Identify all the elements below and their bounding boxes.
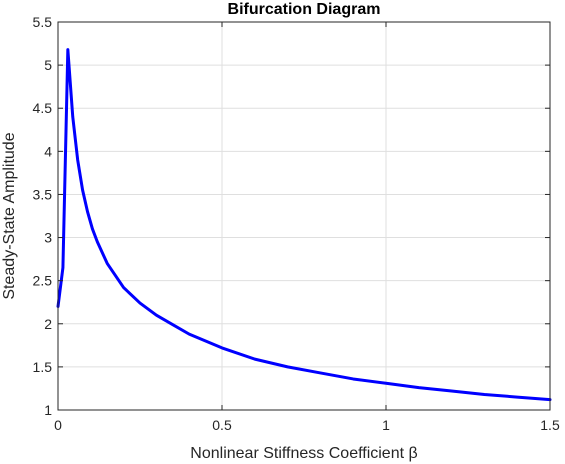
- plot-area: [58, 22, 550, 410]
- y-tick-label: 2: [44, 316, 52, 332]
- y-tick-label: 4: [44, 143, 52, 159]
- x-tick-label: 1: [382, 417, 390, 433]
- y-tick-label: 1.5: [33, 359, 53, 375]
- x-tick-label: 0.5: [212, 417, 232, 433]
- y-tick-label: 4.5: [33, 100, 53, 116]
- series-line: [56, 48, 552, 402]
- x-tick-label: 1.5: [540, 417, 560, 433]
- y-tick-label: 2.5: [33, 273, 53, 289]
- x-tick-label: 0: [54, 417, 62, 433]
- axes-box: [57, 21, 551, 411]
- x-axis-label: Nonlinear Stiffness Coefficient β: [190, 445, 417, 462]
- ticks: 0 0.5 1 1.5 1 1.5 2 2.5 3 3.5 4 4.5 5 5.5: [33, 14, 560, 433]
- y-tick-label: 3.5: [33, 186, 53, 202]
- y-axis-label: Steady-State Amplitude: [1, 132, 18, 299]
- y-tick-label: 5: [44, 57, 52, 73]
- y-tick-label: 3: [44, 230, 52, 246]
- chart-title: Bifurcation Diagram: [228, 1, 381, 18]
- y-tick-label: 1: [44, 402, 52, 418]
- y-tick-label: 5.5: [33, 14, 53, 30]
- series-layer: [56, 48, 552, 402]
